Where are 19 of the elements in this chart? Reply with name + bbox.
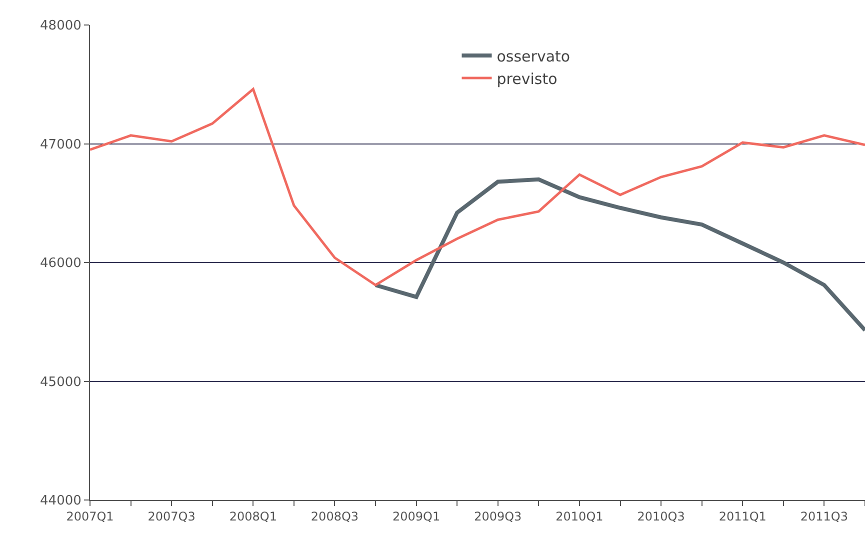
x-tick-label: 2007Q1 <box>66 509 114 524</box>
x-tick-label: 2007Q3 <box>148 509 196 524</box>
x-tick-label: 2008Q1 <box>229 509 277 524</box>
y-tick-label: 46000 <box>40 256 82 272</box>
x-tick-label: 2011Q3 <box>800 509 848 524</box>
x-tick-label: 2009Q1 <box>392 509 440 524</box>
y-tick-label: 47000 <box>40 137 82 152</box>
y-tick-label: 48000 <box>40 18 82 34</box>
x-tick-label: 2011Q1 <box>718 509 766 524</box>
legend-label: previsto <box>496 70 558 88</box>
x-tick-label: 2009Q3 <box>474 509 522 524</box>
x-tick-label: 2008Q3 <box>310 509 359 524</box>
x-tick-label: 2010Q3 <box>637 509 685 524</box>
y-tick-label: 45000 <box>40 374 82 390</box>
y-tick-label: 44000 <box>40 494 82 509</box>
line-series <box>374 177 865 332</box>
line-series <box>90 88 865 286</box>
x-tick-label: 2010Q1 <box>556 509 604 524</box>
legend-label: osservato <box>496 47 570 66</box>
